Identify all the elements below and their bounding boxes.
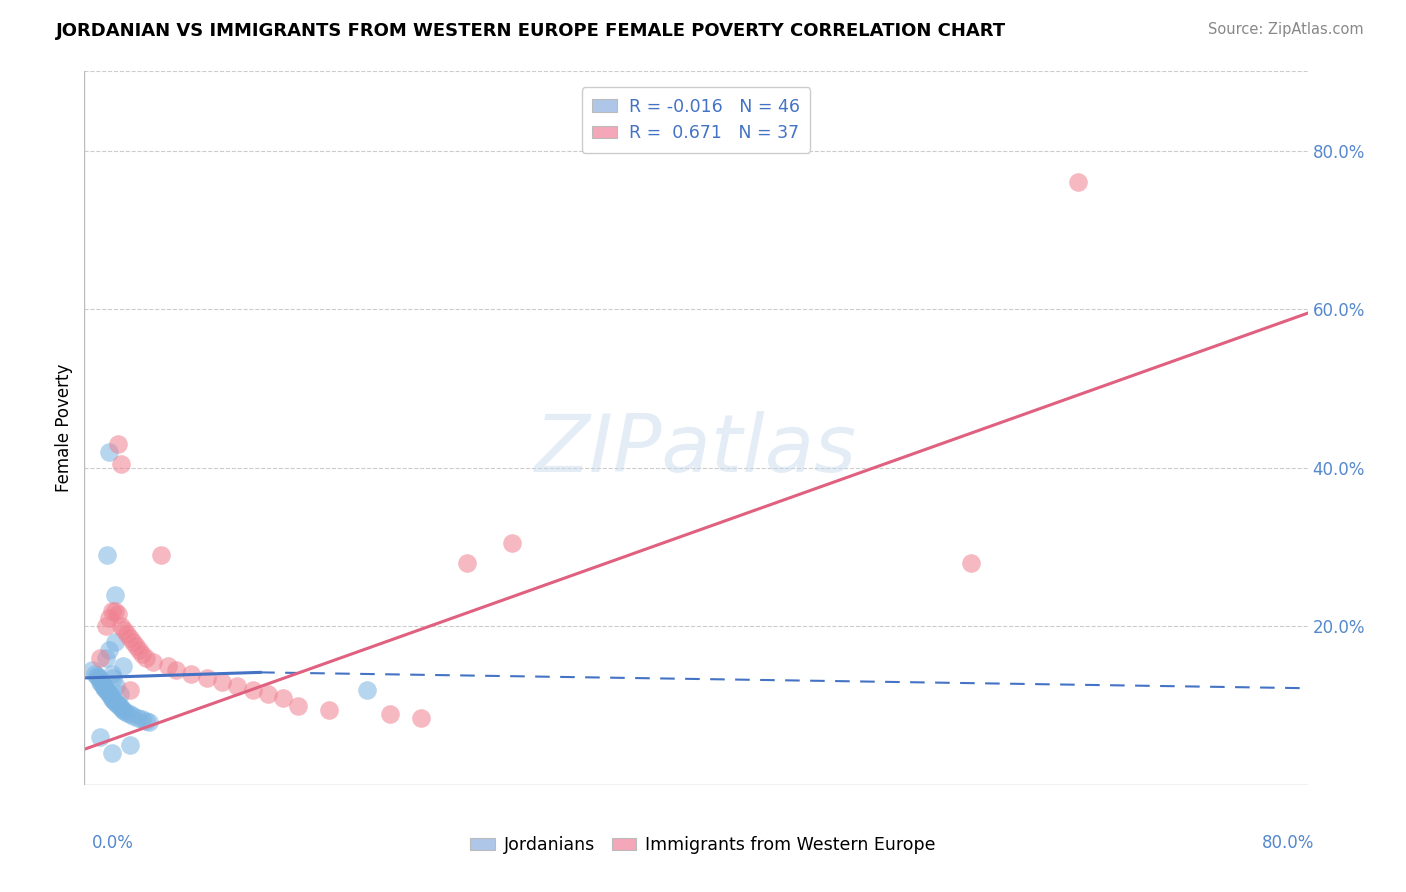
Point (356, 682, 378, 697)
Point (97, 611, 120, 625)
Point (103, 671, 125, 685)
Point (89, 674, 111, 689)
Point (111, 703, 134, 717)
Point (101, 691, 124, 706)
Point (271, 690, 294, 705)
Legend: R = -0.016   N = 46, R =  0.671   N = 37: R = -0.016 N = 46, R = 0.671 N = 37 (582, 87, 810, 153)
Point (104, 635, 127, 649)
Point (97, 445, 120, 459)
Point (107, 698, 129, 712)
Text: ZIPatlas: ZIPatlas (534, 410, 858, 489)
Point (409, 710, 432, 724)
Point (180, 667, 202, 681)
Point (93, 680, 115, 694)
Point (115, 706, 138, 720)
Point (96, 684, 118, 698)
Point (120, 707, 142, 722)
Point (89, 651, 111, 665)
Point (115, 627, 138, 641)
Point (149, 548, 172, 562)
Point (111, 659, 134, 673)
Text: 0.0%: 0.0% (91, 834, 134, 852)
Point (104, 695, 127, 709)
Point (120, 682, 142, 697)
Point (94, 682, 117, 697)
Point (257, 687, 280, 701)
Point (120, 632, 142, 646)
Point (93, 681, 115, 696)
Point (86, 668, 108, 682)
Point (157, 659, 180, 673)
Point (84, 667, 107, 681)
Legend: Jordanians, Immigrants from Western Europe: Jordanians, Immigrants from Western Euro… (464, 830, 942, 861)
Point (89, 731, 111, 745)
Point (380, 706, 402, 721)
Point (502, 536, 524, 550)
Point (122, 709, 145, 723)
Point (104, 588, 127, 602)
Point (127, 710, 149, 724)
Point (135, 714, 157, 728)
Point (128, 643, 150, 657)
Point (110, 619, 132, 633)
Point (80, 663, 103, 677)
Point (87, 670, 110, 684)
Point (94, 651, 117, 665)
Point (101, 667, 124, 681)
Point (131, 647, 153, 661)
Point (1067, 175, 1090, 189)
Point (287, 698, 309, 713)
Point (318, 703, 340, 717)
Text: Source: ZipAtlas.com: Source: ZipAtlas.com (1208, 22, 1364, 37)
Point (96, 548, 118, 562)
Point (104, 603, 127, 617)
Point (165, 663, 187, 677)
Point (108, 699, 131, 714)
Point (122, 635, 145, 649)
Point (89, 672, 111, 686)
Point (195, 671, 218, 685)
Point (226, 679, 249, 693)
Point (94, 619, 117, 633)
Point (103, 693, 125, 707)
Point (107, 437, 129, 451)
Point (101, 746, 124, 760)
Point (91, 678, 114, 692)
Point (131, 712, 153, 726)
Y-axis label: Female Poverty: Female Poverty (55, 364, 73, 492)
Point (105, 679, 128, 693)
Point (135, 651, 157, 665)
Point (101, 690, 124, 704)
Point (456, 556, 478, 570)
Point (101, 603, 124, 617)
Text: 80.0%: 80.0% (1263, 834, 1315, 852)
Point (110, 457, 132, 471)
Point (107, 607, 129, 622)
Point (97, 687, 120, 701)
Point (112, 624, 135, 638)
Point (98, 689, 121, 703)
Point (211, 674, 233, 689)
Point (97, 643, 120, 657)
Point (105, 696, 128, 710)
Point (108, 687, 131, 701)
Text: JORDANIAN VS IMMIGRANTS FROM WESTERN EUROPE FEMALE POVERTY CORRELATION CHART: JORDANIAN VS IMMIGRANTS FROM WESTERN EUR… (56, 22, 1007, 40)
Point (142, 655, 165, 669)
Point (120, 739, 142, 753)
Point (960, 556, 983, 570)
Point (138, 715, 160, 730)
Point (242, 682, 264, 697)
Point (110, 701, 132, 715)
Point (125, 639, 148, 653)
Point (112, 704, 135, 718)
Point (90, 676, 112, 690)
